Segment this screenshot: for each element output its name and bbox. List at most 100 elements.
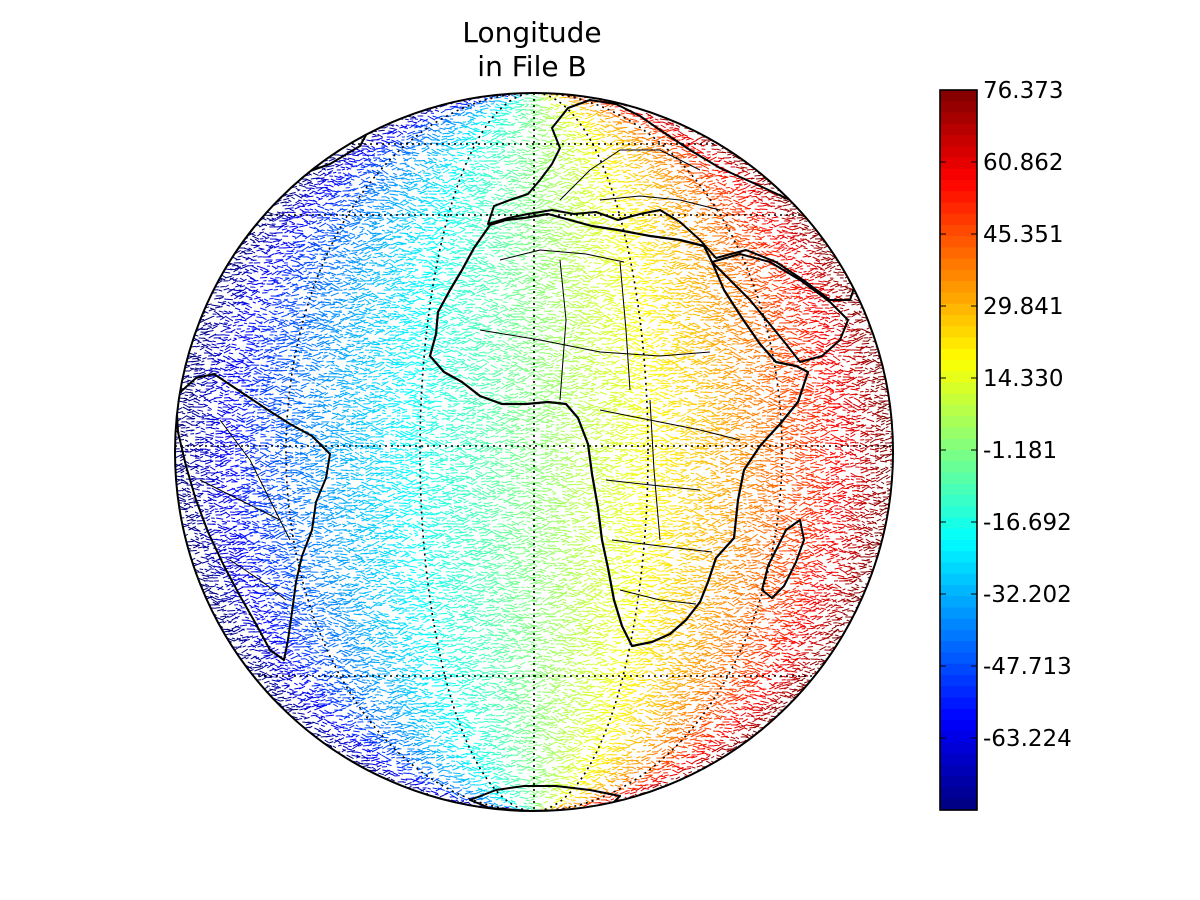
longitude-streak <box>519 116 525 120</box>
longitude-streak <box>520 122 529 126</box>
longitude-streak <box>596 145 601 149</box>
longitude-streak <box>276 271 282 276</box>
longitude-streak <box>604 208 611 212</box>
longitude-streak <box>631 210 638 213</box>
longitude-streak <box>327 190 331 193</box>
longitude-streak <box>488 184 493 186</box>
longitude-streak <box>539 236 546 240</box>
longitude-streak <box>824 253 829 255</box>
longitude-streak <box>546 150 550 153</box>
longitude-streak <box>517 154 525 159</box>
longitude-streak <box>399 125 408 129</box>
longitude-streak <box>532 179 538 183</box>
longitude-streak <box>408 245 412 249</box>
longitude-streak <box>481 211 487 213</box>
longitude-streak <box>491 141 499 147</box>
longitude-streak <box>801 291 806 294</box>
longitude-streak <box>798 245 803 249</box>
longitude-streak <box>361 151 370 157</box>
longitude-streak <box>661 290 667 294</box>
longitude-streak <box>724 207 729 210</box>
longitude-streak <box>524 123 532 129</box>
longitude-streak <box>434 163 439 167</box>
longitude-streak <box>426 142 431 145</box>
longitude-streak <box>632 255 639 258</box>
longitude-streak <box>380 259 385 262</box>
longitude-streak <box>645 178 650 182</box>
longitude-streak <box>317 205 325 209</box>
longitude-streak <box>639 162 644 165</box>
longitude-streak <box>266 272 273 276</box>
longitude-streak <box>448 198 456 201</box>
longitude-streak <box>734 232 742 236</box>
longitude-streak <box>505 187 510 190</box>
longitude-streak <box>309 208 314 211</box>
longitude-streak <box>387 131 395 135</box>
longitude-streak <box>545 110 550 114</box>
longitude-streak <box>582 121 592 124</box>
longitude-streak <box>494 250 500 255</box>
longitude-streak <box>597 190 603 195</box>
longitude-streak <box>332 171 337 174</box>
longitude-streak <box>485 244 491 248</box>
longitude-streak <box>521 148 528 153</box>
longitude-streak <box>628 247 632 251</box>
longitude-streak <box>771 223 776 227</box>
longitude-streak <box>347 256 351 260</box>
longitude-streak <box>421 217 427 220</box>
longitude-streak <box>298 184 307 188</box>
longitude-streak <box>583 280 591 283</box>
longitude-streak <box>546 265 551 268</box>
longitude-streak <box>544 159 552 165</box>
longitude-streak <box>434 109 440 112</box>
longitude-streak <box>542 188 548 192</box>
longitude-streak <box>561 148 566 151</box>
longitude-streak <box>766 250 773 254</box>
longitude-streak <box>406 134 412 138</box>
longitude-streak <box>519 268 526 271</box>
longitude-streak <box>486 145 494 150</box>
longitude-streak <box>535 108 543 114</box>
longitude-streak <box>628 278 635 282</box>
longitude-streak <box>313 260 319 264</box>
longitude-streak <box>673 129 680 132</box>
longitude-streak <box>276 249 280 252</box>
longitude-streak <box>524 219 532 222</box>
longitude-streak <box>696 151 703 154</box>
longitude-streak <box>614 253 619 256</box>
longitude-streak <box>396 145 403 149</box>
longitude-streak <box>432 157 438 161</box>
longitude-streak <box>539 193 543 197</box>
longitude-streak <box>736 223 741 227</box>
longitude-streak <box>406 215 412 219</box>
longitude-streak <box>390 124 394 127</box>
longitude-streak <box>592 111 599 117</box>
longitude-streak <box>649 231 657 234</box>
longitude-streak <box>701 225 710 231</box>
longitude-streak <box>796 290 801 294</box>
longitude-streak <box>737 187 746 192</box>
longitude-streak <box>461 145 467 150</box>
longitude-streak <box>481 195 486 198</box>
longitude-streak <box>382 131 392 135</box>
longitude-streak <box>506 196 513 199</box>
longitude-streak <box>237 255 243 258</box>
longitude-streak <box>560 122 567 126</box>
longitude-streak <box>304 208 310 211</box>
longitude-streak <box>562 157 569 161</box>
longitude-streak <box>599 238 605 242</box>
longitude-streak <box>363 198 369 201</box>
longitude-streak <box>689 173 693 177</box>
longitude-streak <box>438 130 442 134</box>
longitude-streak <box>560 138 569 144</box>
longitude-streak <box>343 288 348 291</box>
longitude-streak <box>421 147 430 153</box>
longitude-streak <box>489 95 497 99</box>
longitude-streak <box>482 115 487 119</box>
longitude-streak <box>427 190 432 192</box>
longitude-streak <box>727 202 734 207</box>
longitude-streak <box>354 175 360 178</box>
longitude-streak <box>659 163 668 166</box>
longitude-streak <box>572 177 579 183</box>
longitude-streak <box>332 204 338 207</box>
